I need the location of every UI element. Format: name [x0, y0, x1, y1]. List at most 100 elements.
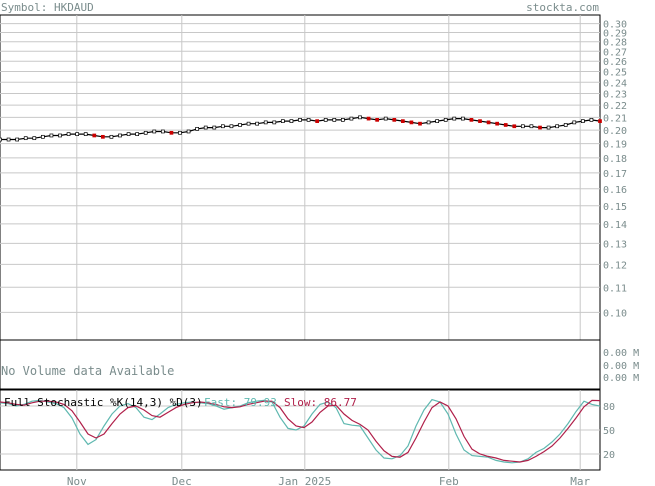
date-tick-label: Jan 2025: [278, 475, 331, 486]
price-y-tick-label: 0.18: [603, 154, 627, 165]
price-candle: [323, 118, 328, 122]
price-candle: [255, 121, 259, 126]
stochastic-gridlines: [0, 405, 600, 455]
price-candle: [512, 124, 517, 129]
date-tick-label: Dec: [172, 475, 192, 486]
price-y-tick-label: 0.14: [603, 220, 627, 231]
price-candle: [221, 124, 225, 129]
price-candle: [341, 118, 345, 122]
price-y-axis: 0.300.290.280.270.260.250.240.230.220.21…: [603, 20, 627, 320]
stochastic-y-tick-label: 20: [603, 450, 615, 461]
price-y-tick-label: 0.11: [603, 283, 627, 294]
date-axis: Nov Dec Jan 2025 Feb Mar: [67, 475, 591, 486]
price-candle: [101, 134, 105, 139]
price-y-tick-label: 0.16: [603, 185, 627, 196]
price-candle: [118, 133, 122, 138]
price-candles: [0, 115, 602, 142]
price-candle: [49, 133, 54, 138]
price-candle: [23, 136, 28, 141]
volume-tick-3: 0.00 M: [603, 373, 639, 384]
stochastic-y-axis: 20 50 80: [603, 402, 615, 461]
price-candle: [375, 118, 379, 122]
price-candle: [263, 120, 268, 125]
price-candle: [503, 123, 508, 127]
price-y-tick-label: 0.24: [603, 78, 627, 89]
stochastic-fast-label: Fast: 79.93: [204, 396, 277, 409]
price-candle: [281, 119, 285, 123]
stochastic-fast-line: [0, 398, 601, 464]
price-candle: [443, 118, 448, 122]
price-y-tick-label: 0.23: [603, 89, 627, 100]
price-y-tick-label: 0.19: [603, 140, 627, 151]
price-candle: [92, 133, 97, 138]
price-candle: [461, 116, 465, 121]
price-panel-frame: [0, 14, 601, 341]
price-candle: [126, 132, 131, 136]
price-candle: [161, 129, 165, 134]
price-candle: [238, 123, 242, 127]
price-candle: [186, 129, 191, 134]
price-y-tick-label: 0.28: [603, 38, 627, 49]
price-candle: [315, 119, 319, 123]
price-candle: [169, 130, 174, 135]
price-candle: [58, 133, 62, 138]
volume-tick-1: 0.00 M: [603, 348, 639, 359]
price-candle: [66, 132, 71, 136]
stochastic-slow-label: Slow: 86.77: [284, 396, 357, 409]
price-candle: [332, 118, 337, 122]
price-candle: [349, 116, 354, 121]
price-candle: [409, 120, 414, 125]
price-panel: 0.300.290.280.270.260.250.240.230.220.21…: [0, 14, 627, 341]
price-candle: [135, 132, 139, 136]
price-candle: [486, 120, 491, 125]
price-candle: [392, 118, 397, 122]
price-candle: [272, 120, 277, 125]
price-y-tick-label: 0.10: [603, 308, 627, 319]
price-candle: [435, 119, 439, 123]
price-y-tick-label: 0.27: [603, 47, 627, 58]
symbol-label: Symbol: HKDAUD: [1, 1, 94, 14]
price-candle: [83, 132, 88, 136]
price-candle: [41, 134, 45, 139]
stochastic-slow-line: [0, 399, 601, 463]
price-y-tick-label: 0.22: [603, 101, 627, 112]
price-candle: [195, 127, 199, 131]
price-y-tick-label: 0.26: [603, 57, 627, 68]
price-candle: [426, 120, 431, 125]
price-y-tick-label: 0.20: [603, 126, 627, 137]
price-candle: [401, 119, 405, 123]
volume-panel-frame: [0, 339, 601, 390]
price-y-tick-label: 0.17: [603, 169, 627, 180]
date-tick-label: Mar: [570, 475, 590, 486]
price-candle: [546, 125, 551, 130]
stochastic-title: Full Stochastic %K(14,3) %D(3): [4, 396, 203, 409]
price-candle: [203, 125, 208, 130]
price-y-tick-label: 0.12: [603, 260, 627, 271]
price-candle: [538, 125, 542, 130]
price-candle: [478, 119, 482, 123]
price-candle: [15, 137, 19, 142]
price-candle: [563, 123, 568, 127]
stochastic-y-tick-label: 50: [603, 426, 615, 437]
price-candle: [298, 118, 302, 122]
price-candle: [6, 137, 11, 142]
price-candle: [178, 130, 182, 135]
price-candle: [469, 118, 474, 122]
date-tick-label: Feb: [439, 475, 459, 486]
price-candle: [495, 121, 499, 126]
price-y-tick-label: 0.30: [603, 20, 627, 31]
volume-panel: No Volume data Available 0.00 M 0.00 M 0…: [0, 339, 639, 390]
price-candle: [109, 134, 114, 139]
price-y-tick-label: 0.13: [603, 239, 627, 250]
price-candle: [529, 124, 534, 129]
price-y-tick-label: 0.25: [603, 68, 627, 79]
price-candle: [589, 118, 594, 122]
price-candle: [383, 116, 388, 121]
price-candle: [598, 119, 602, 123]
price-candle: [572, 120, 577, 125]
price-candle: [418, 121, 422, 126]
price-candle: [75, 132, 79, 136]
price-candle: [289, 119, 294, 123]
price-candle: [152, 129, 157, 134]
